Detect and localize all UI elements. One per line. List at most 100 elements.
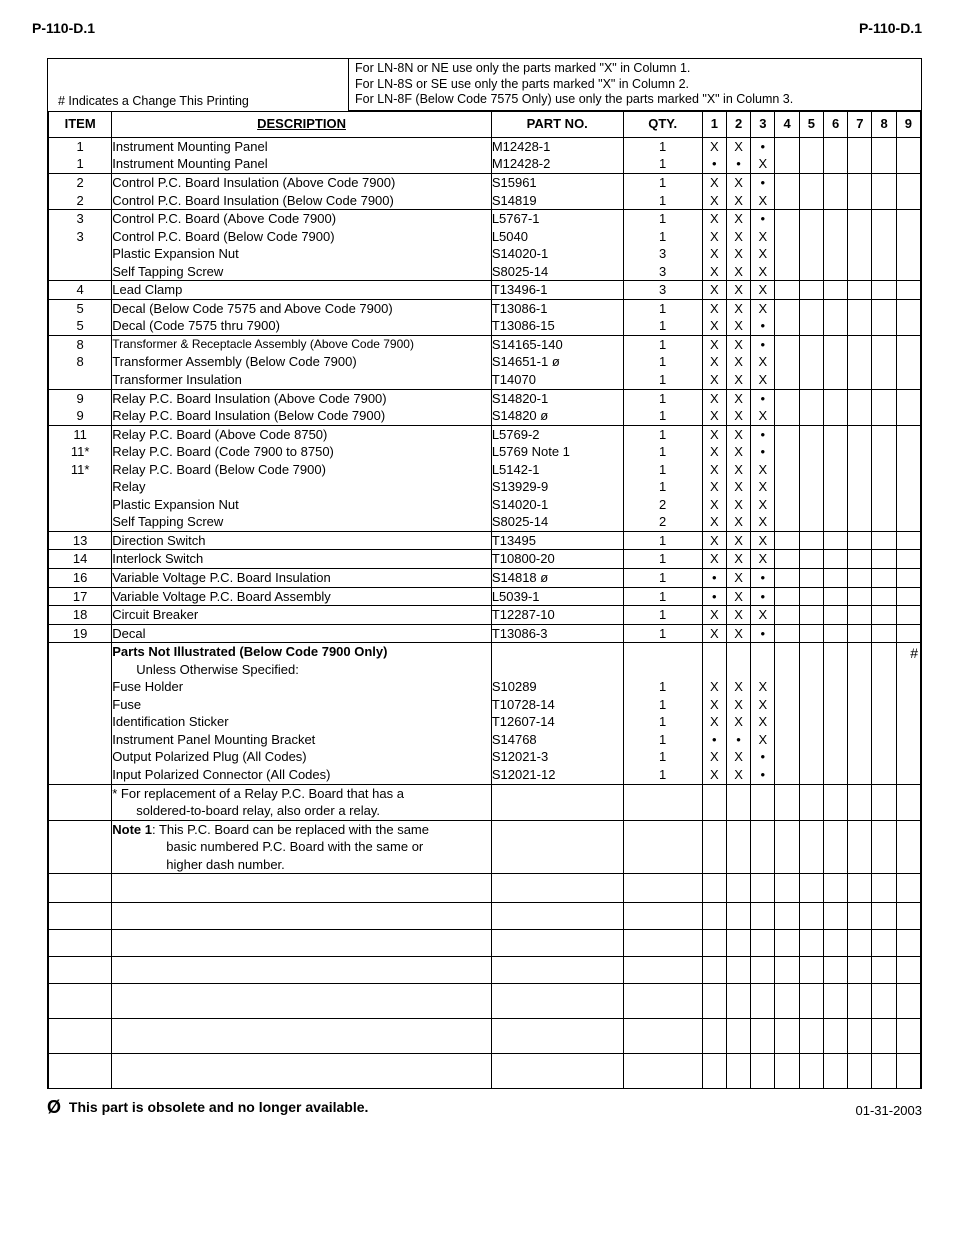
cell-empty xyxy=(491,1054,623,1089)
table-row: Instrument Panel Mounting BracketS147681… xyxy=(49,731,921,749)
cell-mark: X xyxy=(726,624,750,643)
cell-mark xyxy=(799,856,823,874)
cell-mark xyxy=(799,299,823,317)
table-row: 11*Relay P.C. Board (Code 7900 to 8750)L… xyxy=(49,443,921,461)
table-row: soldered-to-board relay, also order a re… xyxy=(49,802,921,820)
cell-mark xyxy=(872,606,896,625)
cell-mark xyxy=(799,513,823,531)
cell-mark xyxy=(823,407,847,425)
cell-partno: L5142-1 xyxy=(491,461,623,479)
cell-mark xyxy=(896,496,920,514)
cell-mark xyxy=(896,550,920,569)
col-2: 2 xyxy=(726,112,750,138)
cell-empty xyxy=(872,1019,896,1054)
cell-mark xyxy=(799,661,823,679)
cell-mark xyxy=(872,820,896,838)
cell-mark: X xyxy=(751,299,775,317)
cell-qty: 1 xyxy=(623,678,702,696)
cell-mark xyxy=(823,245,847,263)
cell-mark: X xyxy=(726,766,750,784)
cell-empty xyxy=(702,903,726,930)
cell-mark xyxy=(848,856,872,874)
cell-qty: 1 xyxy=(623,748,702,766)
cell-mark: X xyxy=(751,461,775,479)
cell-item: 5 xyxy=(49,317,112,335)
cell-mark xyxy=(775,713,799,731)
cell-mark xyxy=(799,550,823,569)
cell-mark xyxy=(872,263,896,281)
cell-mark xyxy=(775,643,799,661)
cell-partno: L5767-1 xyxy=(491,210,623,228)
cell-mark xyxy=(848,696,872,714)
cell-partno: S8025-14 xyxy=(491,263,623,281)
cell-mark: X xyxy=(726,461,750,479)
table-row: Parts Not Illustrated (Below Code 7900 O… xyxy=(49,643,921,661)
cell-empty xyxy=(775,957,799,984)
cell-mark xyxy=(799,263,823,281)
cell-mark xyxy=(848,299,872,317)
cell-partno: S14818 ø xyxy=(491,569,623,588)
cell-qty: 1 xyxy=(623,371,702,389)
table-row: 8Transformer Assembly (Below Code 7900)S… xyxy=(49,353,921,371)
cell-mark: X xyxy=(702,353,726,371)
cell-mark xyxy=(872,731,896,749)
cell-mark xyxy=(823,550,847,569)
cell-mark xyxy=(896,624,920,643)
cell-empty xyxy=(799,1019,823,1054)
cell-mark xyxy=(775,210,799,228)
cell-description: Transformer & Receptacle Assembly (Above… xyxy=(112,335,492,353)
cell-mark xyxy=(702,856,726,874)
cell-empty xyxy=(49,1019,112,1054)
cell-qty: 1 xyxy=(623,138,702,156)
cell-description: Control P.C. Board (Below Code 7900) xyxy=(112,228,492,246)
cell-mark xyxy=(872,335,896,353)
cell-empty xyxy=(491,984,623,1019)
cell-mark xyxy=(823,263,847,281)
cell-description: Relay xyxy=(112,478,492,496)
table-row: Output Polarized Plug (All Codes)S12021-… xyxy=(49,748,921,766)
cell-mark: X xyxy=(751,263,775,281)
cell-mark: X xyxy=(751,606,775,625)
cell-item xyxy=(49,838,112,856)
cell-mark xyxy=(848,371,872,389)
cell-mark xyxy=(823,766,847,784)
table-row: 19DecalT13086-31XX• xyxy=(49,624,921,643)
cell-mark xyxy=(775,245,799,263)
cell-mark: X xyxy=(726,606,750,625)
cell-mark xyxy=(872,661,896,679)
cell-partno: T10728-14 xyxy=(491,696,623,714)
cell-mark xyxy=(775,696,799,714)
cell-mark xyxy=(823,155,847,173)
cell-mark: X xyxy=(751,696,775,714)
table-row: Identification StickerT12607-141XXX xyxy=(49,713,921,731)
cell-mark xyxy=(848,317,872,335)
col-desc: DESCRIPTION xyxy=(112,112,492,138)
footer-date: 01-31-2003 xyxy=(856,1103,923,1118)
cell-mark xyxy=(823,624,847,643)
cell-mark xyxy=(848,228,872,246)
cell-mark: X xyxy=(726,389,750,407)
cell-mark: X xyxy=(702,531,726,550)
cell-partno: S14768 xyxy=(491,731,623,749)
cell-mark: X xyxy=(702,478,726,496)
cell-empty xyxy=(848,903,872,930)
cell-mark: X xyxy=(702,606,726,625)
cell-item: 19 xyxy=(49,624,112,643)
cell-mark xyxy=(823,371,847,389)
cell-mark: X xyxy=(702,335,726,353)
table-row: 8Transformer & Receptacle Assembly (Abov… xyxy=(49,335,921,353)
cell-mark xyxy=(775,496,799,514)
table-row: 11*Relay P.C. Board (Below Code 7900)L51… xyxy=(49,461,921,479)
cell-mark: • xyxy=(751,335,775,353)
cell-empty xyxy=(896,874,920,903)
cell-mark xyxy=(896,802,920,820)
cell-mark: X xyxy=(702,138,726,156)
cell-empty xyxy=(623,1054,702,1089)
cell-empty xyxy=(848,957,872,984)
cell-mark xyxy=(775,389,799,407)
cell-mark xyxy=(872,678,896,696)
table-row: 18Circuit BreakerT12287-101XXX xyxy=(49,606,921,625)
cell-empty xyxy=(491,1019,623,1054)
cell-partno xyxy=(491,784,623,802)
cell-mark xyxy=(702,802,726,820)
